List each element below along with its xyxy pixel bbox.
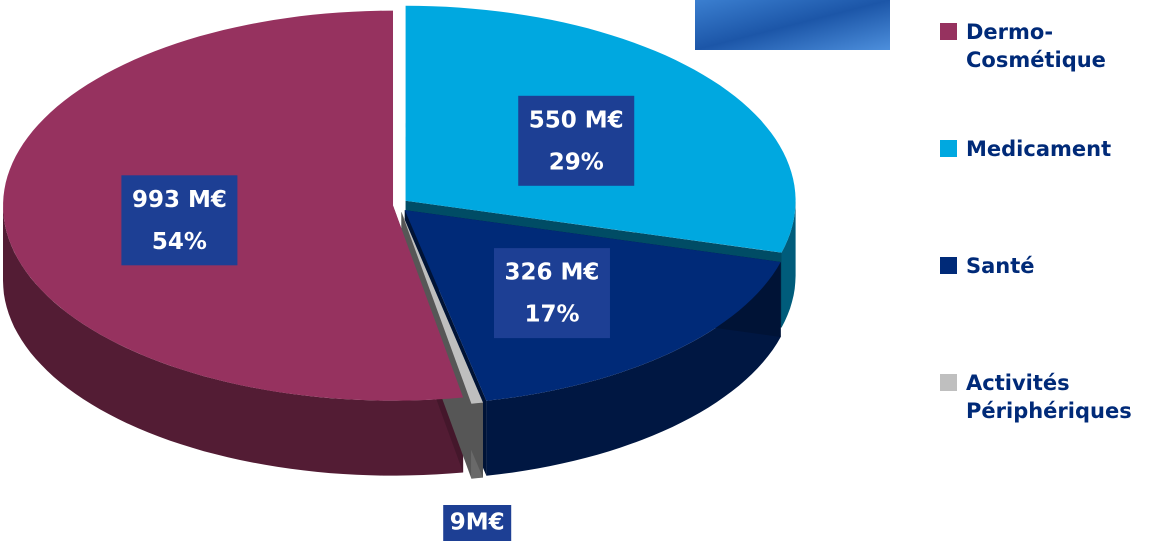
data-label: 550 M€ bbox=[529, 107, 624, 133]
decorative-image bbox=[695, 0, 890, 50]
slice-side bbox=[3, 205, 464, 476]
data-label-box bbox=[443, 505, 512, 541]
data-label: 9M€ bbox=[450, 510, 505, 536]
legend-swatch bbox=[940, 140, 957, 157]
legend-label: Dermo-Cosmétique bbox=[966, 20, 1106, 72]
data-label: 54% bbox=[152, 229, 207, 255]
data-label: 29% bbox=[549, 149, 604, 175]
data-label: 17% bbox=[524, 302, 579, 328]
legend-item: Medicament bbox=[940, 135, 1150, 252]
data-label-box bbox=[493, 248, 610, 339]
slice bbox=[401, 211, 483, 404]
data-label-box bbox=[121, 175, 238, 266]
legend-swatch bbox=[940, 257, 957, 274]
legend-item: Activités Périphériques bbox=[940, 369, 1150, 486]
legend-label: Activités Périphériques bbox=[966, 371, 1132, 423]
legend-swatch bbox=[940, 23, 957, 40]
legend-item: Dermo-Cosmétique bbox=[940, 18, 1150, 135]
data-label: 993 M€ bbox=[132, 187, 227, 213]
legend-label: Santé bbox=[966, 254, 1035, 278]
data-label: 326 M€ bbox=[505, 260, 600, 286]
data-label-box bbox=[518, 95, 635, 186]
legend-swatch bbox=[940, 374, 957, 391]
legend: Dermo-Cosmétique Medicament Santé Activités… bbox=[940, 18, 1150, 486]
slice-side bbox=[781, 200, 796, 328]
legend-label: Medicament bbox=[966, 137, 1112, 161]
slice-side bbox=[486, 262, 781, 476]
legend-item: Santé bbox=[940, 252, 1150, 369]
